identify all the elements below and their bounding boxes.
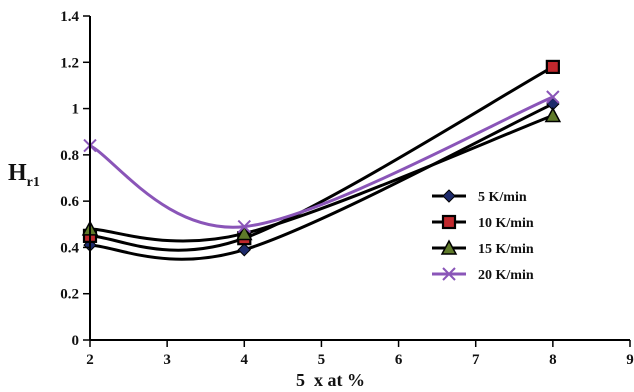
x-marker-stroke: [237, 219, 251, 234]
y-axis-label: Hr1: [8, 160, 40, 190]
legend-marker: [442, 267, 456, 281]
legend: 5 K/min 10 K/min 15 K/min 20 K/min: [432, 189, 534, 283]
series-0: [83, 97, 560, 261]
series-line: [89, 95, 554, 229]
series-line: [89, 114, 554, 243]
y-tick-label: 1.4: [60, 9, 79, 25]
y-tick-label: 0.6: [60, 194, 79, 210]
x-tick-label: 2: [86, 352, 94, 368]
legend-label: 10 K/min: [478, 216, 534, 231]
data-point: [546, 90, 560, 104]
series-3: [83, 90, 560, 234]
legend-item-0: 5 K/min: [432, 189, 527, 205]
y-axis-label-main: H: [8, 160, 27, 186]
x-tick-label: 3: [163, 352, 171, 368]
x-tick-label: 5: [318, 352, 326, 368]
data-point: [237, 219, 251, 234]
legend-marker: [440, 239, 458, 255]
legend-item-2: 15 K/min: [432, 239, 534, 257]
legend-marker: [441, 214, 457, 230]
legend-label: 5 K/min: [478, 190, 527, 205]
y-axis-label-sub: r1: [27, 175, 40, 190]
tick-labels: 0 0.2 0.4 0.6 0.8 1 1.2 1.4 2 3 4 5 6 7 8 9: [60, 9, 634, 368]
axes: [83, 15, 631, 347]
y-tick-label: 0.8: [60, 148, 79, 164]
data-point: [545, 59, 560, 75]
legend-label: 15 K/min: [478, 242, 534, 257]
series-line: [89, 102, 554, 261]
y-tick-label: 1.2: [60, 55, 79, 71]
legend-item-3: 20 K/min: [432, 267, 534, 283]
legend-marker: [442, 189, 456, 203]
data-point: [236, 224, 253, 241]
legend-item-1: 10 K/min: [432, 214, 534, 231]
x-tick-label: 7: [472, 352, 480, 368]
y-tick-label: 0.4: [60, 240, 79, 256]
x-tick-label: 9: [626, 352, 634, 368]
legend-label: 20 K/min: [478, 268, 534, 283]
x-marker-stroke: [546, 90, 560, 104]
y-tick-label: 1: [72, 102, 80, 118]
data-point: [544, 106, 562, 123]
y-tick-label: 0: [72, 333, 80, 349]
x-tick-label: 4: [241, 352, 249, 368]
x-tick-label: 6: [395, 352, 403, 368]
data-point: [237, 243, 251, 257]
y-tick-label: 0.2: [60, 287, 79, 303]
x-marker-stroke: [442, 267, 456, 281]
x-tick-label: 8: [549, 352, 557, 368]
x-axis-label: 5 x at %: [296, 370, 365, 390]
